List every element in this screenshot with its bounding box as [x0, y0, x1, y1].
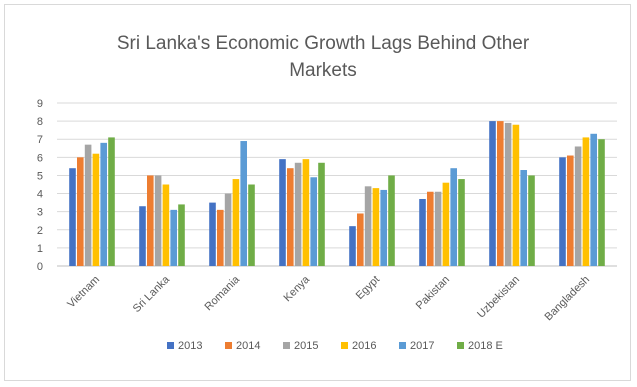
bar-vietnam-2016	[92, 153, 100, 266]
legend-swatch	[341, 342, 348, 349]
legend-swatch	[225, 342, 232, 349]
bar-uzbekistan-2018-e	[528, 175, 535, 266]
bar-pakistan-2014	[427, 191, 434, 266]
category-label: Pakistan	[414, 274, 452, 312]
y-tick-label: 7	[37, 134, 43, 146]
bar-vietnam-2015	[84, 144, 92, 266]
bar-sri-lanka-2014	[147, 175, 154, 266]
legend-swatch	[457, 342, 464, 349]
bar-uzbekistan-2015	[504, 122, 512, 266]
bar-pakistan-2017	[450, 168, 457, 266]
legend-label: 2016	[352, 340, 376, 352]
bar-kenya-2013	[279, 159, 286, 266]
bar-kenya-2017	[310, 177, 317, 266]
category-label: Romania	[203, 273, 243, 313]
y-axis-ticks: 0 1 2 3 4 5 6 7 8 9	[37, 98, 43, 273]
bar-vietnam-2014	[77, 157, 84, 266]
legend-swatch	[283, 342, 290, 349]
category-label: Vietnam	[65, 274, 102, 311]
bar-sri-lanka-2015	[154, 175, 162, 266]
bar-egypt-2016	[372, 188, 380, 266]
bar-romania-2015	[224, 193, 232, 266]
legend-label: 2018 E	[468, 340, 503, 352]
y-tick-label: 1	[37, 243, 43, 255]
y-tick-label: 3	[37, 207, 43, 219]
bar-egypt-2018-e	[388, 175, 395, 266]
bar-kenya-2014	[287, 168, 294, 266]
y-tick-label: 4	[37, 189, 43, 201]
bar-kenya-2016	[302, 159, 310, 266]
chart-frame: Sri Lanka's Economic Growth Lags Behind …	[4, 4, 631, 381]
chart-svg: Sri Lanka's Economic Growth Lags Behind …	[37, 33, 617, 352]
bar-romania-2017	[240, 141, 247, 266]
bar-pakistan-2013	[419, 198, 426, 266]
y-tick-label: 0	[37, 261, 43, 273]
y-tick-label: 2	[37, 225, 43, 237]
category-label: Sri Lanka	[131, 273, 173, 315]
legend-label: 2015	[294, 340, 318, 352]
bar-vietnam-2013	[69, 168, 76, 266]
category-label: Egypt	[354, 274, 382, 302]
bar-bangladesh-2018-e	[598, 139, 605, 266]
legend-swatch	[167, 342, 174, 349]
chart-title-line-1: Sri Lanka's Economic Growth Lags Behind …	[117, 33, 530, 54]
category-label: Kenya	[282, 273, 313, 304]
bar-uzbekistan-2016	[512, 124, 520, 266]
bar-sri-lanka-2017	[170, 209, 177, 266]
bar-egypt-2017	[380, 189, 387, 266]
bar-pakistan-2018-e	[458, 179, 465, 266]
bar-egypt-2013	[349, 226, 356, 266]
legend-swatch	[399, 342, 406, 349]
bar-uzbekistan-2017	[520, 170, 527, 266]
y-tick-label: 9	[37, 98, 43, 110]
bar-sri-lanka-2016	[162, 184, 170, 266]
bar-romania-2014	[217, 209, 224, 266]
y-tick-label: 6	[37, 152, 43, 164]
bar-bangladesh-2017	[590, 133, 597, 266]
bar-uzbekistan-2013	[489, 121, 496, 266]
legend-label: 2014	[236, 340, 260, 352]
bar-sri-lanka-2018-e	[178, 204, 185, 266]
bar-bangladesh-2015	[574, 146, 582, 266]
bar-romania-2016	[232, 179, 240, 266]
bar-egypt-2015	[364, 186, 372, 266]
category-label: Uzbekistan	[475, 274, 522, 321]
bar-bangladesh-2014	[567, 155, 574, 266]
legend-label: 2013	[178, 340, 202, 352]
bar-kenya-2015	[294, 162, 302, 266]
category-label: Bangladesh	[543, 274, 593, 324]
bars	[69, 121, 605, 266]
bar-pakistan-2015	[434, 191, 442, 266]
bar-romania-2013	[209, 202, 216, 266]
legend: 2013 2014 2015 2016 2017 2018 E	[167, 340, 503, 352]
bar-sri-lanka-2013	[139, 206, 146, 266]
bar-uzbekistan-2014	[497, 121, 504, 266]
chart-title-line-2: Markets	[289, 60, 357, 81]
bar-vietnam-2018-e	[108, 137, 115, 266]
x-axis-categories: Vietnam Sri Lanka Romania Kenya Egypt Pakista…	[65, 273, 592, 323]
y-tick-label: 8	[37, 116, 43, 128]
bar-kenya-2018-e	[318, 162, 325, 266]
bar-egypt-2014	[357, 213, 364, 266]
legend-label: 2017	[410, 340, 434, 352]
bar-romania-2018-e	[248, 184, 255, 266]
y-tick-label: 5	[37, 170, 43, 182]
bar-bangladesh-2016	[582, 137, 590, 266]
bar-bangladesh-2013	[559, 157, 566, 266]
bar-vietnam-2017	[100, 142, 107, 266]
bar-pakistan-2016	[442, 182, 450, 266]
